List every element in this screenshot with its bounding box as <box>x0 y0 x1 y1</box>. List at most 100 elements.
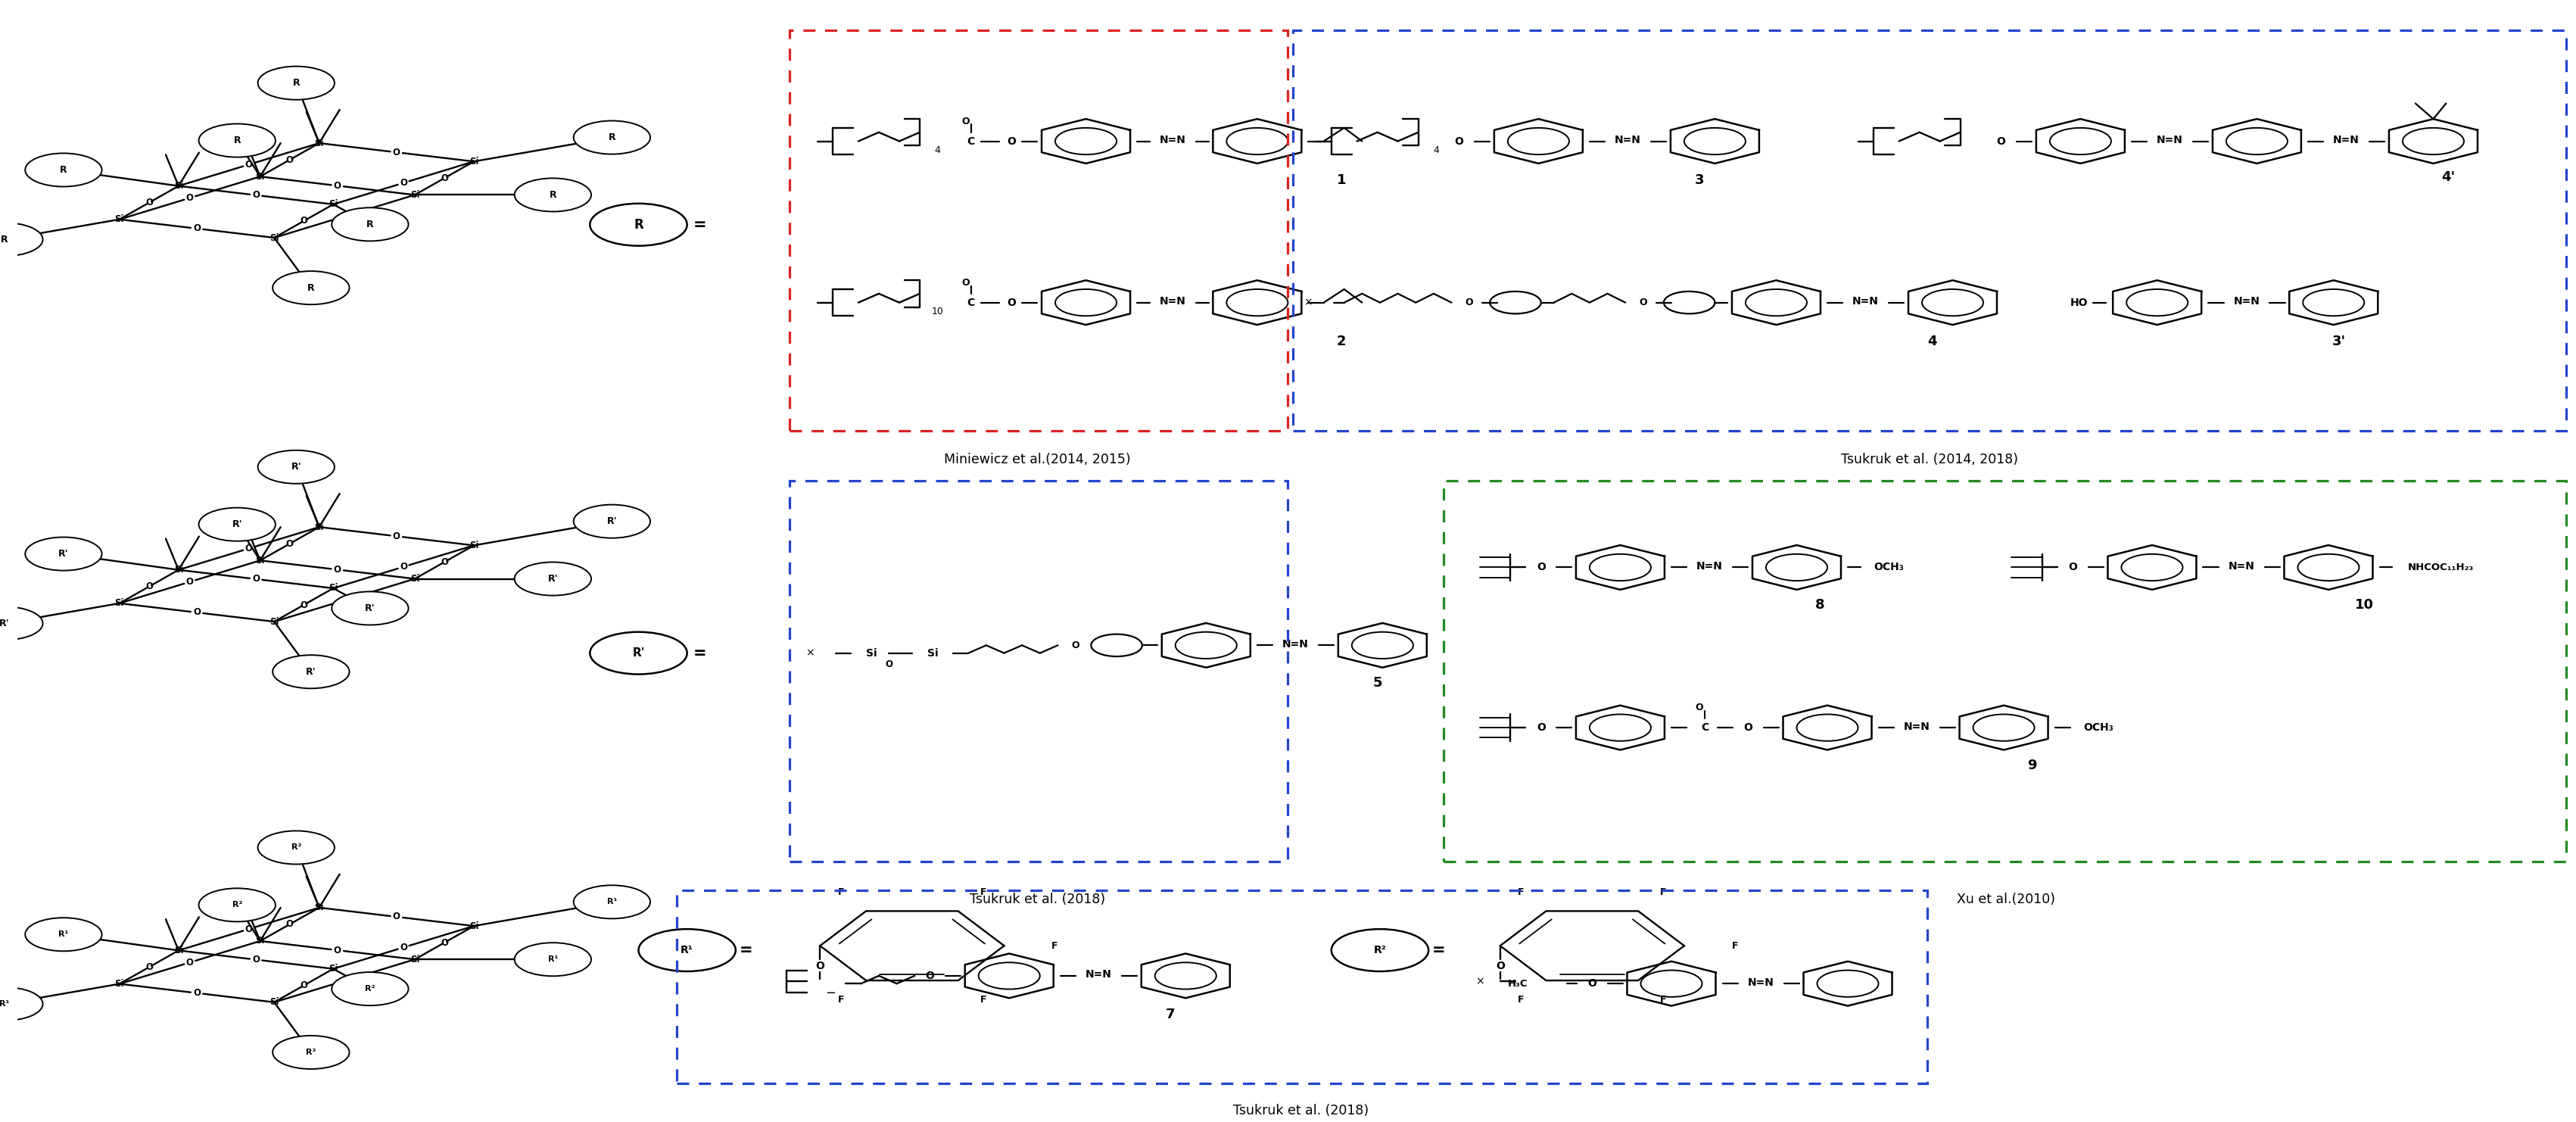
Text: F: F <box>1517 994 1525 1004</box>
Text: O: O <box>1455 136 1463 147</box>
Text: O: O <box>1497 960 1504 972</box>
Circle shape <box>639 929 737 972</box>
Text: R¹: R¹ <box>59 930 70 938</box>
Text: O: O <box>399 562 407 572</box>
Circle shape <box>590 632 688 674</box>
Text: ×: × <box>1303 297 1314 307</box>
Text: N=N: N=N <box>1698 561 1723 571</box>
Text: N=N: N=N <box>1852 296 1878 306</box>
Text: O: O <box>340 976 348 986</box>
Text: O: O <box>1072 641 1079 651</box>
Text: O: O <box>440 938 448 948</box>
Text: R: R <box>59 165 67 175</box>
Text: N=N: N=N <box>1747 977 1775 987</box>
Text: F: F <box>1662 994 1667 1004</box>
Text: Si: Si <box>866 647 876 659</box>
Text: R²: R² <box>366 985 376 993</box>
Text: R': R' <box>307 666 317 677</box>
Text: O: O <box>185 577 193 587</box>
Text: Tsukruk et al. (2014, 2018): Tsukruk et al. (2014, 2018) <box>1842 453 2017 467</box>
Text: N=N: N=N <box>1084 969 1113 980</box>
Text: F: F <box>1517 888 1525 896</box>
Text: R: R <box>294 79 299 88</box>
Text: O: O <box>286 155 294 165</box>
Text: O: O <box>1587 978 1597 988</box>
Text: =: = <box>739 942 752 958</box>
Text: R¹: R¹ <box>608 898 618 905</box>
Text: ×: × <box>1476 976 1484 986</box>
Text: 4: 4 <box>1927 334 1937 348</box>
Text: O: O <box>252 955 260 965</box>
Circle shape <box>258 830 335 864</box>
Text: F: F <box>981 888 987 896</box>
Text: R': R' <box>232 519 242 530</box>
Text: Si: Si <box>469 921 479 931</box>
Text: O: O <box>245 543 252 553</box>
Circle shape <box>0 222 44 256</box>
Circle shape <box>515 562 592 596</box>
Text: Si: Si <box>330 200 337 209</box>
Text: R': R' <box>366 604 376 614</box>
Text: 4: 4 <box>1432 145 1440 155</box>
Text: OCH₃: OCH₃ <box>2084 723 2112 733</box>
Text: C: C <box>966 136 974 147</box>
Circle shape <box>198 889 276 921</box>
Text: N=N: N=N <box>1159 135 1185 146</box>
Text: 9: 9 <box>2027 758 2038 772</box>
Text: R²: R² <box>307 1049 317 1056</box>
Text: 4': 4' <box>2442 171 2455 184</box>
Text: O: O <box>392 147 399 157</box>
Text: O: O <box>340 211 348 221</box>
Text: N=N: N=N <box>2233 296 2259 306</box>
Text: R: R <box>634 218 644 231</box>
Text: =: = <box>693 217 706 232</box>
Text: N=N: N=N <box>2334 135 2360 146</box>
Text: Si: Si <box>270 617 278 626</box>
Text: O: O <box>299 981 307 991</box>
Circle shape <box>574 505 649 539</box>
Text: R: R <box>307 283 314 293</box>
Circle shape <box>332 591 410 625</box>
Circle shape <box>0 607 44 640</box>
Circle shape <box>332 208 410 241</box>
Text: O: O <box>144 963 152 972</box>
Text: Si: Si <box>330 964 337 974</box>
Text: 3: 3 <box>1695 173 1705 187</box>
Text: Si: Si <box>270 997 278 1008</box>
Text: O: O <box>245 159 252 169</box>
Text: F: F <box>981 994 987 1004</box>
Text: O: O <box>1638 297 1646 307</box>
Circle shape <box>515 178 592 212</box>
Text: R': R' <box>631 647 644 659</box>
Text: N=N: N=N <box>2156 135 2182 146</box>
Bar <box>677 890 1927 1084</box>
Text: O: O <box>1744 723 1752 733</box>
Circle shape <box>258 450 335 484</box>
Text: R': R' <box>549 573 559 583</box>
Text: Si: Si <box>255 172 265 182</box>
Text: O: O <box>399 942 407 953</box>
Circle shape <box>590 203 688 246</box>
Text: Si: Si <box>410 573 420 583</box>
Circle shape <box>515 942 592 976</box>
Text: Si: Si <box>410 955 420 964</box>
Text: R¹: R¹ <box>0 1000 10 1008</box>
Text: Si: Si <box>173 181 183 191</box>
Text: O: O <box>1535 723 1546 733</box>
Bar <box>788 30 1288 431</box>
Text: 4: 4 <box>935 145 940 155</box>
Text: O: O <box>286 539 294 549</box>
Text: O: O <box>335 564 340 574</box>
Circle shape <box>273 1036 350 1069</box>
Text: OCH₃: OCH₃ <box>1873 562 1904 572</box>
Text: Si: Si <box>927 647 938 659</box>
Text: O: O <box>1996 136 2007 147</box>
Text: Si: Si <box>314 522 325 532</box>
Text: O: O <box>392 532 399 541</box>
Circle shape <box>198 123 276 157</box>
Text: O: O <box>1535 562 1546 572</box>
Text: Tsukruk et al. (2018): Tsukruk et al. (2018) <box>1234 1104 1368 1118</box>
Text: O: O <box>440 558 448 567</box>
Text: O: O <box>961 277 969 287</box>
Text: O: O <box>2069 562 2076 572</box>
